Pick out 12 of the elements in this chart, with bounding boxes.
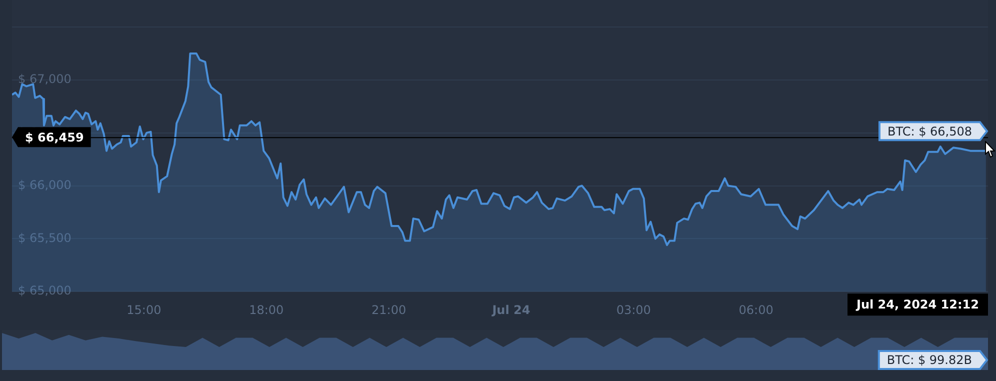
x-tick-label: 06:00 xyxy=(738,302,774,317)
x-tick-label: 03:00 xyxy=(616,302,651,317)
x-tick-label: 21:00 xyxy=(372,302,406,317)
annotation: BTC: $ 66,508 xyxy=(887,124,972,138)
annotation: BTC: $ 99.82B xyxy=(886,353,972,368)
x-tick-label: Jul 24 xyxy=(491,302,530,317)
x-tick-label: 18:00 xyxy=(249,302,284,317)
x-tick-label: 15:00 xyxy=(126,302,162,317)
y-tick-label: $ 67,000 xyxy=(18,72,72,86)
y-tick-label: $ 65,000 xyxy=(18,284,72,298)
ref-line-label: $ 66,459 xyxy=(25,130,84,144)
text: Jul 24, 2024 12:12 xyxy=(855,298,980,312)
